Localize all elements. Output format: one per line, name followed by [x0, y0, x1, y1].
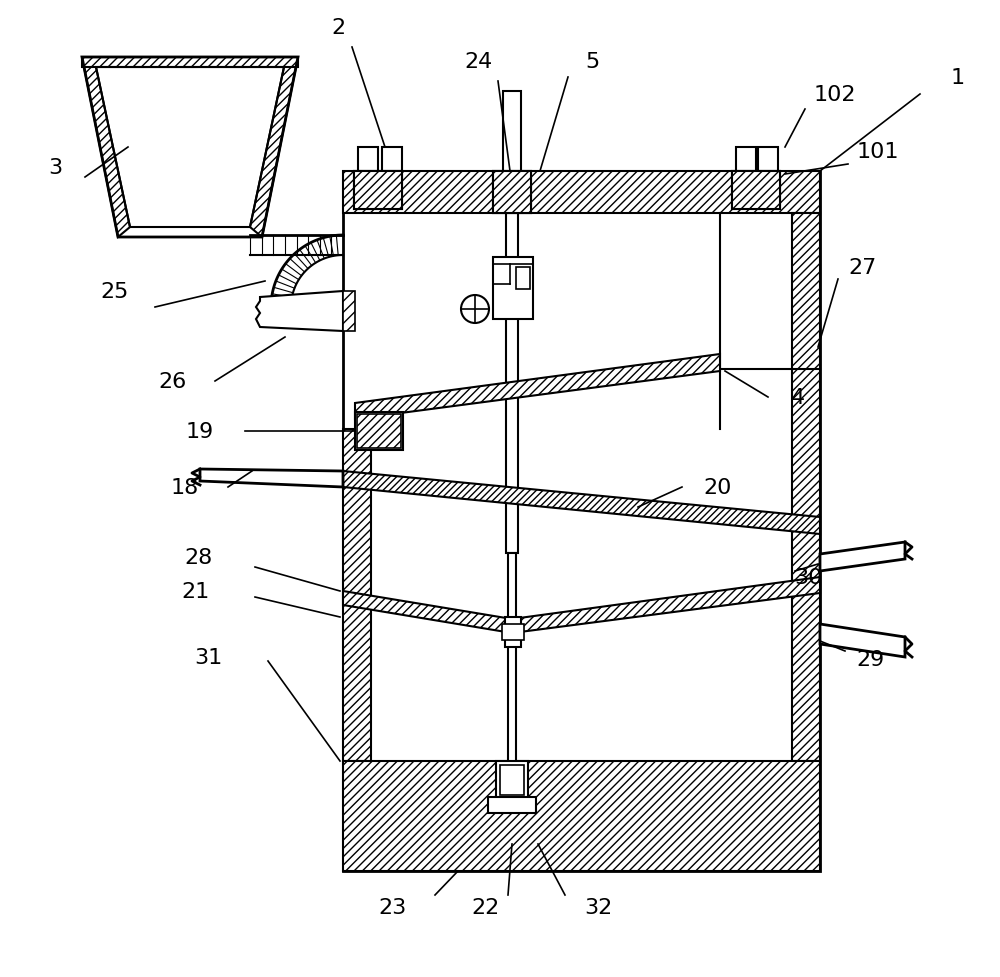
Text: 21: 21	[181, 581, 209, 602]
Polygon shape	[732, 172, 780, 210]
Polygon shape	[758, 148, 778, 172]
Polygon shape	[355, 412, 403, 450]
Text: 18: 18	[171, 478, 199, 497]
Text: 1: 1	[951, 68, 965, 88]
Text: 26: 26	[158, 371, 186, 392]
Polygon shape	[732, 172, 780, 210]
Polygon shape	[516, 268, 530, 290]
Polygon shape	[200, 470, 343, 488]
Polygon shape	[508, 553, 516, 769]
Polygon shape	[343, 172, 820, 214]
Polygon shape	[357, 414, 401, 448]
Polygon shape	[343, 172, 820, 871]
Polygon shape	[256, 292, 343, 331]
Text: 5: 5	[585, 52, 599, 72]
Polygon shape	[506, 214, 518, 553]
Polygon shape	[343, 761, 820, 871]
Polygon shape	[354, 172, 402, 210]
Polygon shape	[343, 430, 371, 761]
Polygon shape	[343, 472, 820, 534]
Text: 30: 30	[794, 568, 822, 587]
Text: 101: 101	[857, 142, 899, 162]
Polygon shape	[343, 292, 355, 331]
Polygon shape	[820, 624, 905, 658]
Polygon shape	[736, 148, 756, 172]
Polygon shape	[792, 214, 820, 761]
Polygon shape	[343, 591, 512, 633]
Polygon shape	[354, 172, 402, 210]
Polygon shape	[382, 148, 402, 172]
Text: 28: 28	[184, 547, 212, 568]
Text: 25: 25	[101, 281, 129, 302]
Text: 20: 20	[704, 478, 732, 497]
Polygon shape	[82, 58, 130, 237]
Polygon shape	[96, 68, 284, 228]
Polygon shape	[493, 172, 531, 214]
Circle shape	[461, 296, 489, 323]
Text: 19: 19	[186, 421, 214, 442]
Polygon shape	[250, 58, 298, 237]
Polygon shape	[493, 172, 531, 214]
Text: 32: 32	[584, 897, 612, 917]
Polygon shape	[358, 148, 378, 172]
Polygon shape	[355, 355, 720, 419]
Polygon shape	[493, 258, 533, 319]
Text: 31: 31	[194, 648, 222, 667]
Polygon shape	[505, 617, 521, 648]
Polygon shape	[503, 92, 521, 172]
Polygon shape	[512, 577, 820, 633]
Text: 22: 22	[471, 897, 499, 917]
Polygon shape	[500, 765, 524, 795]
Text: 27: 27	[848, 258, 876, 277]
Text: 2: 2	[331, 18, 345, 38]
Text: 23: 23	[378, 897, 406, 917]
Text: 102: 102	[814, 85, 856, 105]
Text: 3: 3	[48, 158, 62, 178]
Polygon shape	[82, 58, 298, 68]
Text: 29: 29	[856, 650, 884, 669]
Polygon shape	[496, 761, 528, 799]
Text: 4: 4	[791, 388, 805, 407]
Polygon shape	[488, 797, 536, 813]
Text: 24: 24	[464, 52, 492, 72]
Polygon shape	[502, 624, 524, 640]
Polygon shape	[820, 542, 905, 572]
